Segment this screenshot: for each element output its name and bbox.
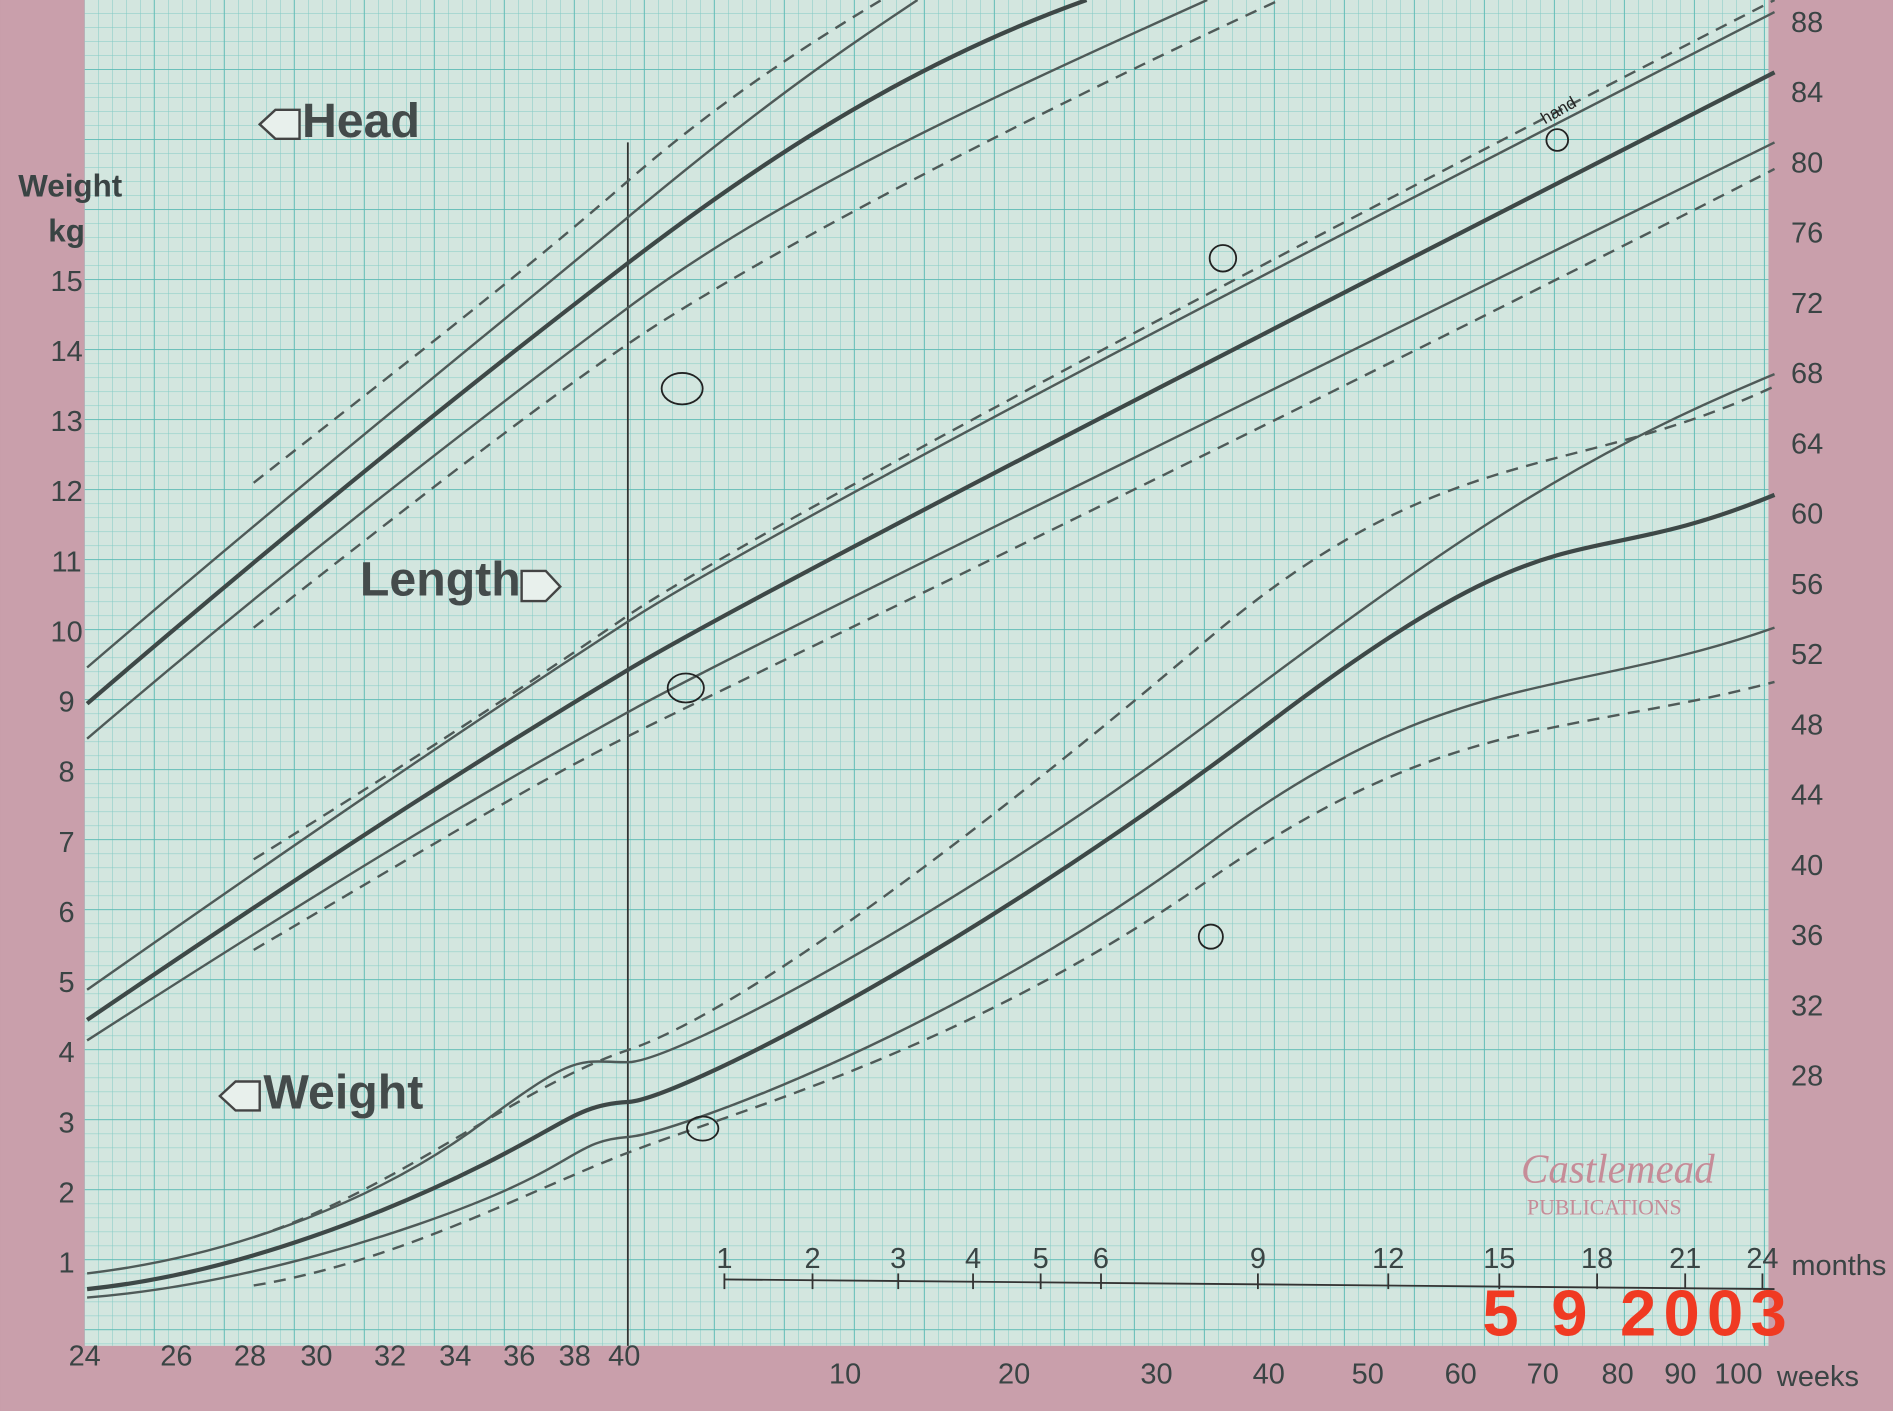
right-tick-label: 72 bbox=[1791, 288, 1823, 320]
months-tick-label: 15 bbox=[1483, 1243, 1515, 1275]
watermark: Castlemead bbox=[1521, 1146, 1715, 1192]
months-tick-label: 2 bbox=[804, 1243, 820, 1275]
left-tick-label: 6 bbox=[59, 897, 75, 929]
left-tick-label: 9 bbox=[59, 687, 75, 719]
major-grid bbox=[85, 0, 1769, 1346]
right-tick-label: 52 bbox=[1791, 639, 1823, 671]
weeks-tick-label: 30 bbox=[300, 1341, 332, 1373]
right-tick-label: 56 bbox=[1791, 569, 1823, 601]
weeks-tick-label: 26 bbox=[160, 1341, 192, 1373]
left-tick-label: 3 bbox=[59, 1107, 75, 1139]
weight-label: Weight bbox=[263, 1066, 423, 1120]
left-tick-label: 7 bbox=[59, 827, 75, 859]
left-tick-label: 12 bbox=[50, 476, 82, 508]
weeks-tick-label: 80 bbox=[1601, 1359, 1633, 1391]
months-tick-label: 24 bbox=[1746, 1243, 1778, 1275]
right-tick-label: 48 bbox=[1791, 709, 1823, 741]
weeks-tick-label: 70 bbox=[1527, 1359, 1559, 1391]
left-tick-label: 5 bbox=[59, 967, 75, 999]
right-tick-label: 28 bbox=[1791, 1061, 1823, 1093]
weeks-tick-label: 34 bbox=[439, 1341, 471, 1373]
left-axis-unit: kg bbox=[48, 213, 85, 248]
weeks-tick-label: 28 bbox=[234, 1341, 266, 1373]
head-label: Head bbox=[302, 94, 420, 148]
right-tick-label: 44 bbox=[1791, 780, 1823, 812]
left-axis-title: Weight bbox=[18, 169, 123, 204]
weeks-tick-label: 50 bbox=[1352, 1359, 1384, 1391]
weeks-tick-label: 60 bbox=[1445, 1359, 1477, 1391]
left-tick-label: 14 bbox=[50, 336, 82, 368]
weeks-tick-label: 36 bbox=[503, 1341, 535, 1373]
left-tick-label: 1 bbox=[59, 1248, 75, 1280]
right-tick-label: 68 bbox=[1791, 358, 1823, 390]
months-tick-label: 18 bbox=[1581, 1243, 1613, 1275]
weeks-tick-label: 20 bbox=[998, 1359, 1030, 1391]
left-tick-label: 2 bbox=[59, 1177, 75, 1209]
growth-chart: Head Length Weight Weight kg hand Castle… bbox=[0, 0, 1893, 1411]
right-tick-label: 64 bbox=[1791, 428, 1823, 460]
weeks-tick-label: 30 bbox=[1140, 1359, 1172, 1391]
right-tick-label: 32 bbox=[1791, 990, 1823, 1022]
months-tick-label: 5 bbox=[1033, 1243, 1049, 1275]
right-tick-label: 76 bbox=[1791, 218, 1823, 250]
weeks-tick-label: 100 bbox=[1714, 1359, 1762, 1391]
months-tick-label: 21 bbox=[1669, 1243, 1701, 1275]
months-tick-label: 3 bbox=[890, 1243, 906, 1275]
watermark-sub: PUBLICATIONS bbox=[1527, 1195, 1681, 1219]
months-tick-label: 12 bbox=[1372, 1243, 1404, 1275]
left-tick-label: 4 bbox=[59, 1037, 75, 1069]
right-tick-label: 88 bbox=[1791, 7, 1823, 39]
weeks-tick-label: 10 bbox=[829, 1359, 861, 1391]
weeks-tick-label: 24 bbox=[69, 1341, 101, 1373]
months-tick-label: 9 bbox=[1250, 1243, 1266, 1275]
weeks-tick-label: 32 bbox=[374, 1341, 406, 1373]
left-tick-label: 11 bbox=[52, 546, 82, 578]
months-tick-label: 4 bbox=[965, 1243, 981, 1275]
months-tick-label: 1 bbox=[716, 1243, 732, 1275]
months-tick-label: 6 bbox=[1093, 1243, 1109, 1275]
weeks-tick-label: 38 bbox=[559, 1341, 591, 1373]
weeks-tick-label: 90 bbox=[1664, 1359, 1696, 1391]
right-tick-label: 40 bbox=[1791, 850, 1823, 882]
right-tick-label: 80 bbox=[1791, 147, 1823, 179]
right-tick-label: 84 bbox=[1791, 77, 1823, 109]
weeks-unit: weeks bbox=[1776, 1361, 1859, 1393]
right-tick-label: 36 bbox=[1791, 920, 1823, 952]
right-tick-label: 60 bbox=[1791, 499, 1823, 531]
left-tick-label: 8 bbox=[59, 757, 75, 789]
left-tick-label: 10 bbox=[50, 616, 82, 648]
weeks-tick-label: 40 bbox=[608, 1341, 640, 1373]
date-stamp: 5 9 2003 bbox=[1482, 1276, 1794, 1349]
left-tick-label: 15 bbox=[50, 266, 82, 298]
months-unit: months bbox=[1791, 1250, 1886, 1282]
weeks-tick-label: 40 bbox=[1253, 1359, 1285, 1391]
length-label: Length bbox=[360, 553, 521, 607]
left-tick-label: 13 bbox=[50, 406, 82, 438]
